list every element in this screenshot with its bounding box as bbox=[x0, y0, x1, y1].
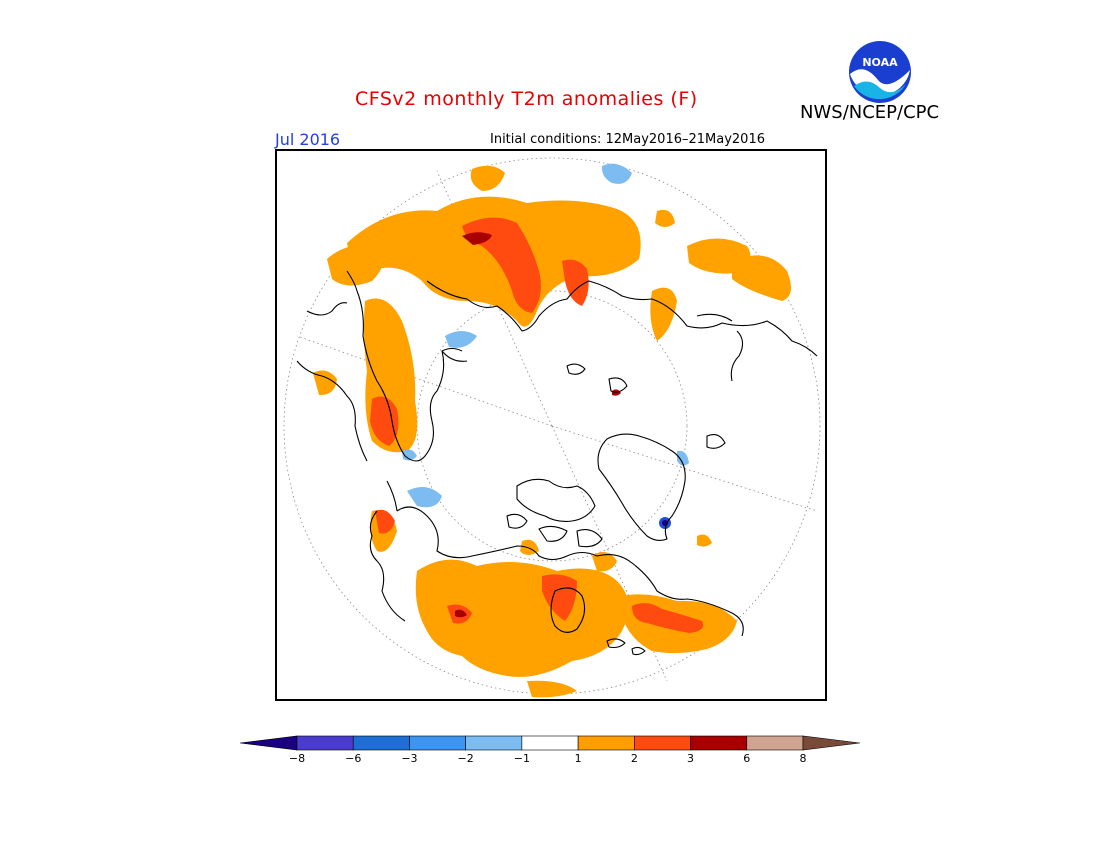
colorbar bbox=[239, 733, 861, 773]
initial-conditions-label: Initial conditions: 12May2016–21May2016 bbox=[490, 132, 765, 147]
colorbar-swatch bbox=[746, 735, 804, 751]
polar-anomaly-map bbox=[275, 149, 827, 701]
colorbar-swatch bbox=[296, 735, 354, 751]
agency-label: NWS/NCEP/CPC bbox=[800, 102, 940, 123]
colorbar-tick-label: 1 bbox=[574, 752, 582, 765]
colorbar-swatch bbox=[465, 735, 523, 751]
anomaly-regions-cool bbox=[402, 163, 689, 508]
logo-lettering: NOAA bbox=[862, 56, 898, 69]
colorbar-swatch bbox=[409, 735, 466, 751]
noaa-logo: NOAA bbox=[848, 40, 912, 104]
colorbar-max-arrow bbox=[802, 735, 861, 751]
colorbar-tick-label: −1 bbox=[513, 752, 530, 765]
colorbar-swatch bbox=[352, 735, 410, 751]
colorbar-tick-label: −8 bbox=[288, 752, 306, 765]
colorbar-tick-label: −2 bbox=[457, 752, 474, 765]
coastlines bbox=[296, 270, 818, 656]
colorbar-tick-label: −6 bbox=[345, 752, 362, 765]
colorbar-tick-label: −3 bbox=[401, 752, 418, 765]
colorbar-tick-label: 2 bbox=[630, 752, 638, 765]
colorbar-swatch bbox=[577, 735, 635, 751]
map-title: CFSv2 monthly T2m anomalies (F) bbox=[355, 88, 698, 110]
colorbar-swatch bbox=[521, 735, 579, 751]
colorbar-tick-label: 8 bbox=[799, 752, 807, 765]
colorbar-tick-label: 6 bbox=[743, 752, 751, 765]
colorbar-swatch bbox=[690, 735, 748, 751]
colorbar-min-arrow bbox=[239, 735, 298, 751]
colorbar-tick-label: 3 bbox=[687, 752, 695, 765]
forecast-month: Jul 2016 bbox=[275, 130, 341, 149]
colorbar-swatch bbox=[634, 735, 691, 751]
